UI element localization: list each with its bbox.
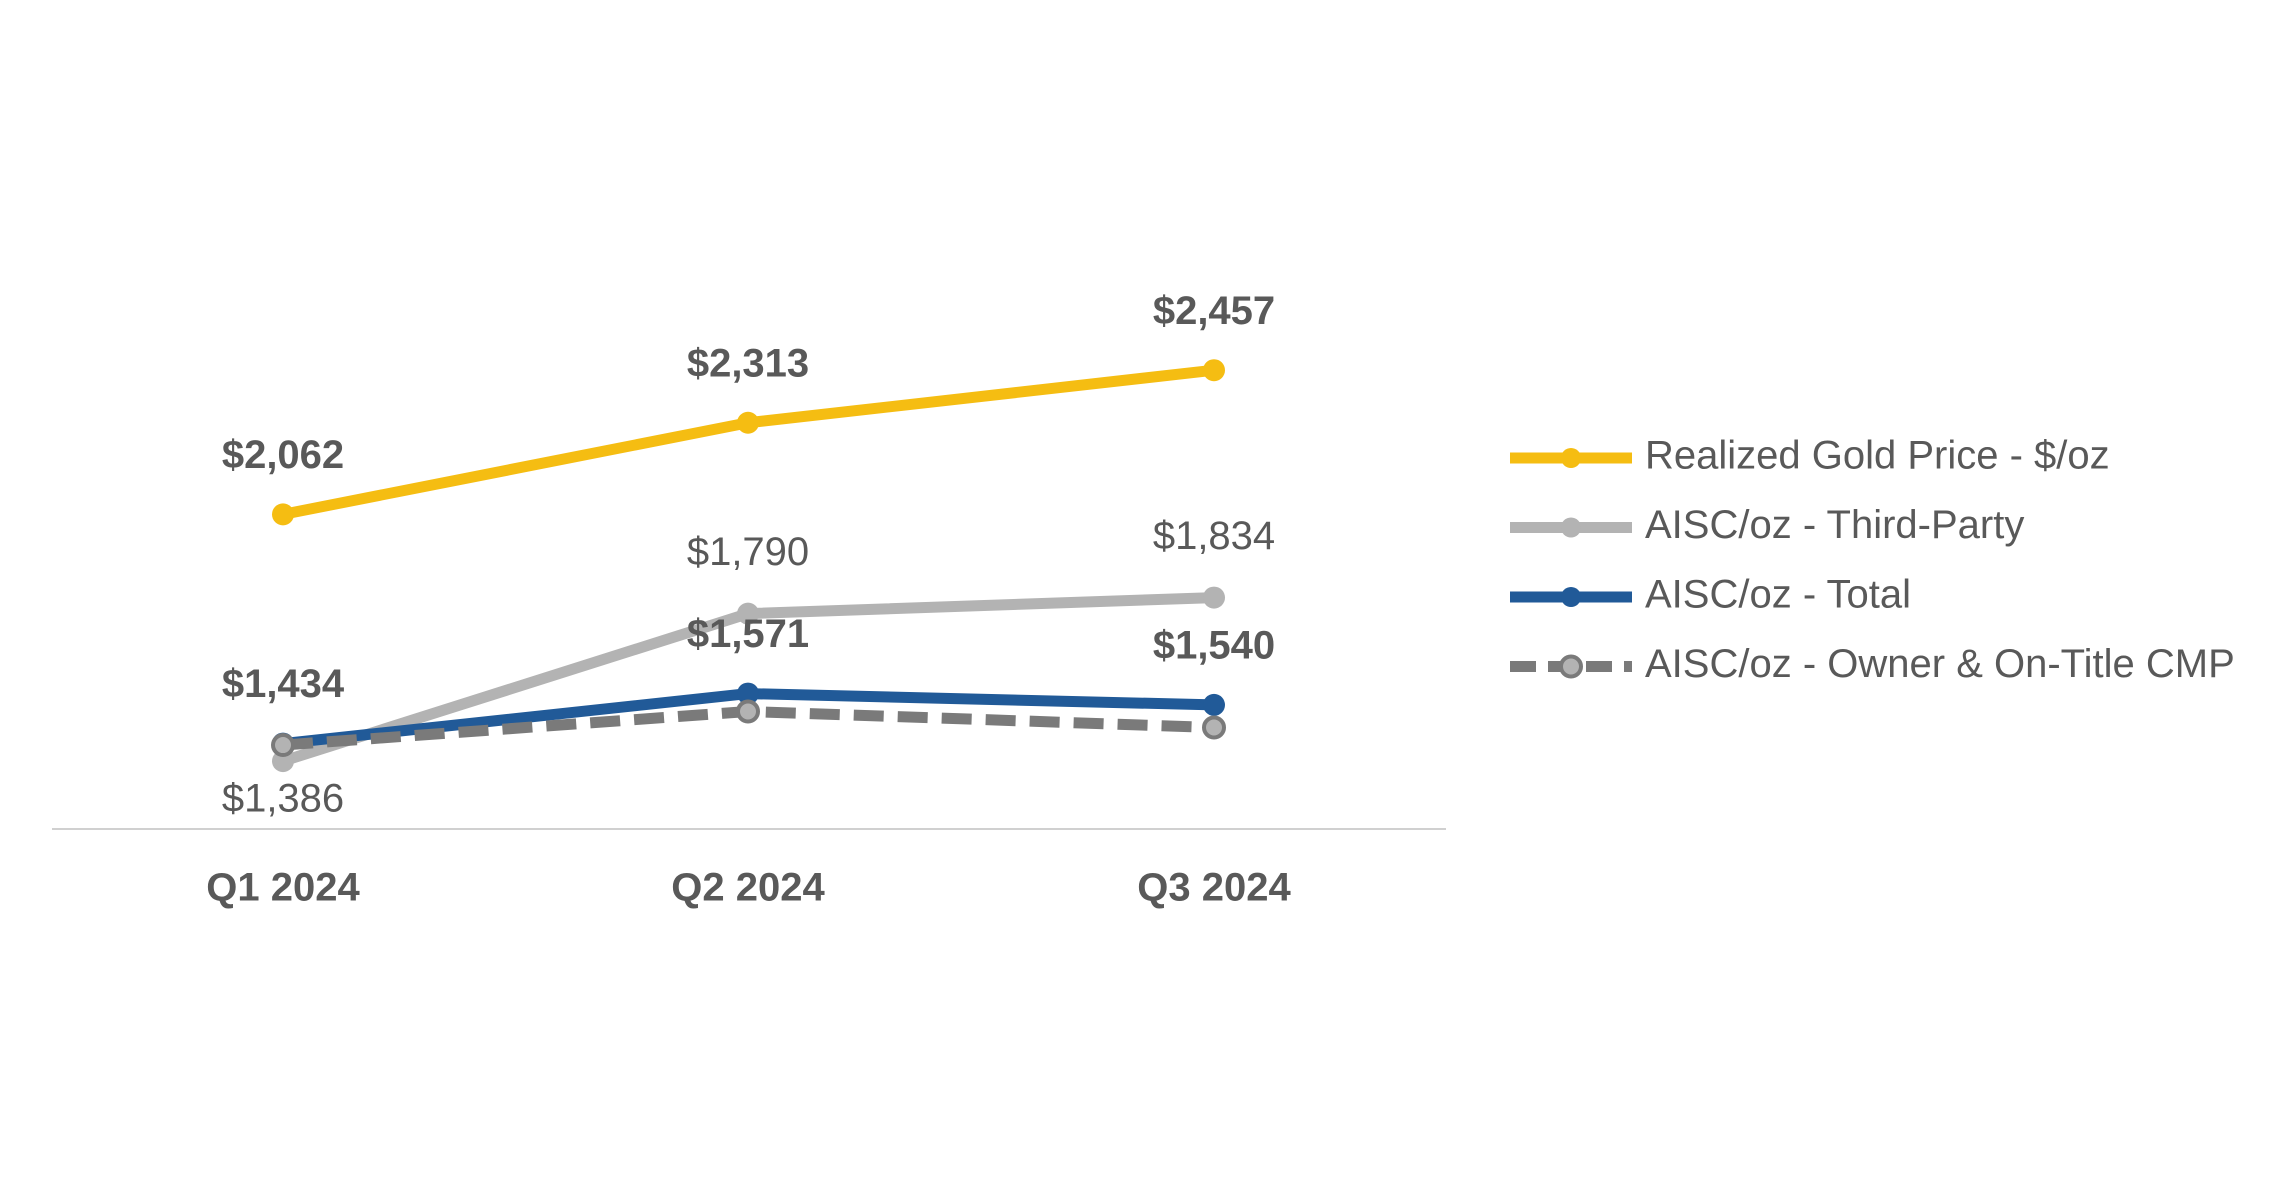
data-label: $1,434 <box>222 662 345 706</box>
data-label: $1,571 <box>687 612 809 656</box>
data-label: $2,062 <box>222 433 344 477</box>
legend-label: AISC/oz - Total <box>1645 573 1911 617</box>
legend-label: AISC/oz - Owner & On-Title CMP <box>1645 642 2235 686</box>
data-label: $2,457 <box>1153 289 1275 333</box>
x-tick-label: Q2 2024 <box>671 866 825 910</box>
point <box>1203 359 1225 382</box>
data-label: $1,834 <box>1153 514 1275 558</box>
data-label: $1,386 <box>222 777 344 821</box>
point <box>737 602 759 625</box>
point <box>272 503 294 526</box>
point <box>1202 715 1226 740</box>
data-label: $1,540 <box>1153 623 1275 667</box>
x-tick-label: Q1 2024 <box>206 866 360 910</box>
data-label: $2,313 <box>687 341 809 385</box>
x-tick-label: Q3 2024 <box>1137 866 1291 910</box>
point <box>737 411 759 434</box>
legend-marker <box>1561 517 1581 538</box>
point <box>1203 693 1225 716</box>
legend-label: AISC/oz - Third-Party <box>1645 503 2024 547</box>
point <box>736 699 760 724</box>
legend-marker <box>1561 587 1581 607</box>
point <box>737 682 759 705</box>
legend-marker <box>1561 448 1581 468</box>
series-line <box>281 364 1215 520</box>
point <box>271 733 295 758</box>
point <box>1203 586 1225 609</box>
legend-marker <box>1559 654 1583 679</box>
legend-label: Realized Gold Price - $/oz <box>1645 434 2110 478</box>
data-label: $1,790 <box>687 530 809 574</box>
